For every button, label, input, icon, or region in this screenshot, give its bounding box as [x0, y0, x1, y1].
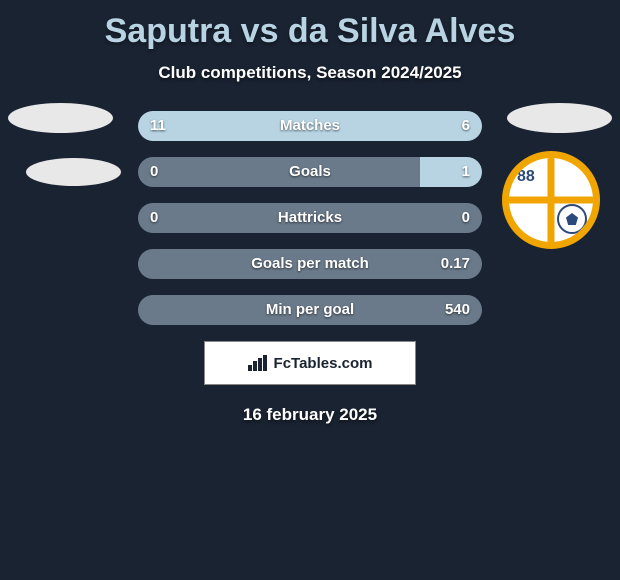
stat-value-right: 1	[462, 157, 470, 187]
logo-text: FcTables.com	[274, 355, 373, 372]
avatar-placeholder-shape	[8, 103, 113, 133]
stat-value-right: 6	[462, 111, 470, 141]
soccer-ball-icon	[557, 204, 587, 234]
stat-row-hattricks: 0 Hattricks 0	[138, 203, 482, 233]
stat-value-right: 0.17	[441, 249, 470, 279]
bar-chart-icon	[248, 355, 268, 371]
avatar-placeholder-shape	[26, 158, 121, 186]
stats-area: 88 11 Matches 6 0 Goals 1 0 Hattricks 0	[0, 111, 620, 325]
club-badge: 88	[502, 151, 600, 249]
comparison-subtitle: Club competitions, Season 2024/2025	[0, 63, 620, 83]
stat-value-right: 0	[462, 203, 470, 233]
stat-row-goals-per-match: Goals per match 0.17	[138, 249, 482, 279]
stat-bars: 11 Matches 6 0 Goals 1 0 Hattricks 0 Goa…	[138, 111, 482, 325]
avatar-placeholder-shape	[507, 103, 612, 133]
stat-row-matches: 11 Matches 6	[138, 111, 482, 141]
stat-row-goals: 0 Goals 1	[138, 157, 482, 187]
fctables-logo-link[interactable]: FcTables.com	[204, 341, 416, 385]
stat-label: Min per goal	[138, 295, 482, 325]
comparison-date: 16 february 2025	[0, 405, 620, 425]
player-right-avatar: 88	[507, 103, 612, 133]
player-left-avatar	[8, 103, 121, 186]
stat-label: Matches	[138, 111, 482, 141]
stat-row-min-per-goal: Min per goal 540	[138, 295, 482, 325]
stat-label: Goals	[138, 157, 482, 187]
stat-label: Hattricks	[138, 203, 482, 233]
club-badge-number: 88	[517, 168, 535, 186]
comparison-title: Saputra vs da Silva Alves	[0, 0, 620, 51]
stat-label: Goals per match	[138, 249, 482, 279]
stat-value-right: 540	[445, 295, 470, 325]
